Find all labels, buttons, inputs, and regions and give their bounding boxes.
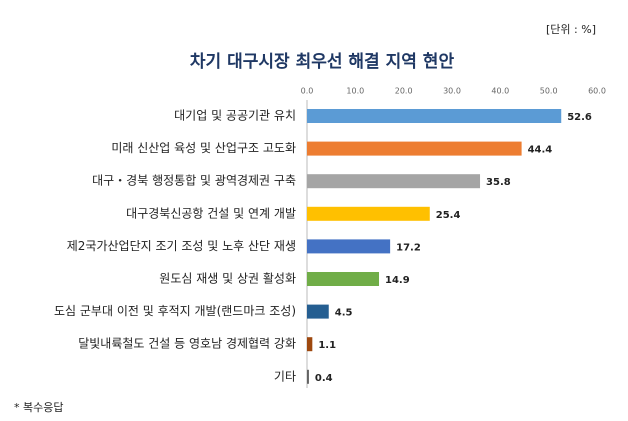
category-label: 대구・경북 행정통합 및 광역경제권 구축 (92, 173, 296, 188)
value-label: 14.9 (385, 275, 410, 286)
category-label: 달빛내륙철도 건설 등 영호남 경제협력 강화 (78, 337, 296, 351)
bar (307, 369, 309, 384)
category-label: 원도심 재생 및 상권 활성화 (159, 272, 296, 286)
bar (307, 272, 380, 286)
bar (307, 109, 562, 123)
x-tick-label: 0.0 (301, 87, 314, 96)
value-label: 0.4 (315, 373, 333, 384)
bar (307, 304, 329, 319)
category-label: 대기업 및 공공기관 유치 (174, 109, 296, 123)
value-label: 1.1 (318, 340, 336, 351)
bar (307, 141, 522, 156)
value-label: 35.8 (486, 177, 511, 188)
value-label: 44.4 (528, 145, 553, 156)
x-tick-label: 30.0 (443, 87, 461, 96)
value-label: 25.4 (436, 210, 461, 221)
unit-note: [단위 : %] (546, 23, 596, 36)
bar (307, 174, 481, 189)
x-tick-label: 20.0 (395, 87, 413, 96)
category-label: 대구경북신공항 건설 및 연계 개발 (126, 206, 296, 220)
category-label: 미래 신산업 육성 및 산업구조 고도화 (111, 141, 296, 155)
value-label: 17.2 (396, 242, 421, 253)
x-tick-label: 40.0 (491, 87, 509, 96)
category-label: 도심 군부대 이전 및 후적지 개발(랜드마크 조성) (54, 304, 296, 318)
value-label: 4.5 (335, 308, 353, 319)
bar (307, 206, 430, 221)
x-tick-label: 10.0 (346, 87, 364, 96)
chart-title: 차기 대구시장 최우선 해결 지역 현안 (190, 52, 455, 72)
category-label: 기타 (274, 369, 296, 383)
footnote: * 복수응답 (14, 401, 63, 414)
category-label: 제2국가산업단지 조기 조성 및 노후 산단 재생 (67, 239, 296, 253)
value-label: 52.6 (567, 112, 592, 123)
x-tick-label: 60.0 (588, 87, 606, 96)
x-tick-label: 50.0 (540, 87, 558, 96)
bar (307, 239, 391, 254)
bar (307, 337, 313, 352)
